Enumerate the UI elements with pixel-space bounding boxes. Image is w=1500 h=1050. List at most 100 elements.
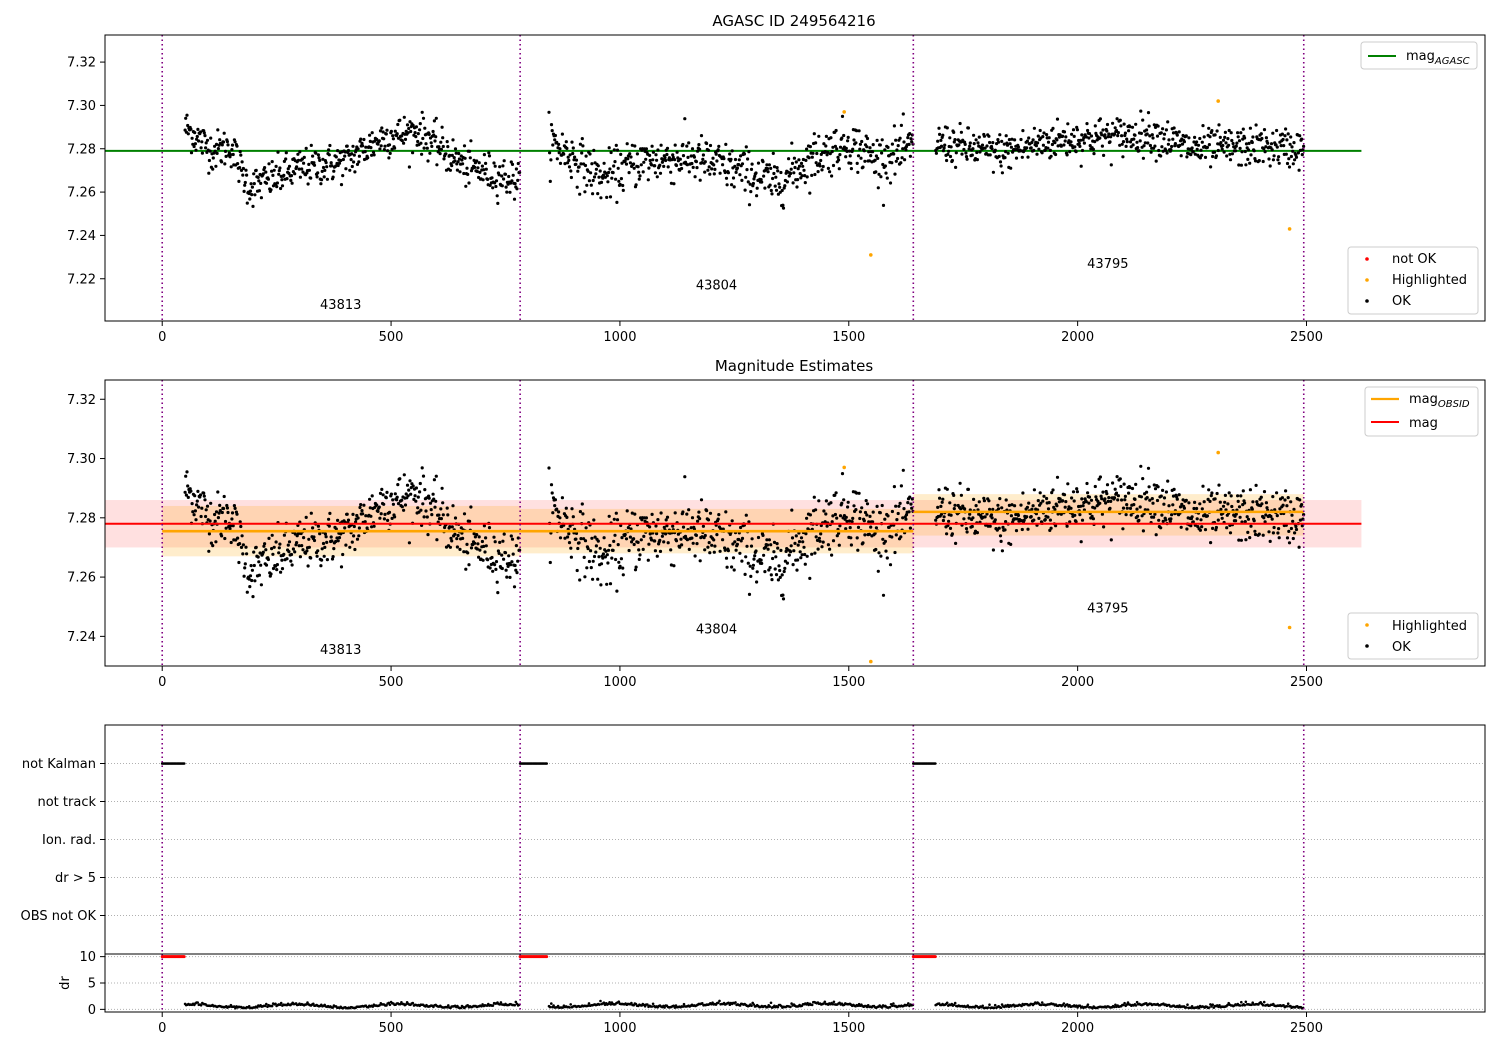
ok-point <box>416 132 420 136</box>
ok-point <box>458 547 462 552</box>
ok-point <box>658 171 663 175</box>
ok-point <box>1229 494 1233 498</box>
ok-point <box>793 165 797 170</box>
ok-point <box>765 163 769 167</box>
ok-point <box>904 148 908 152</box>
ok-point <box>209 136 213 140</box>
ok-point <box>1157 518 1161 522</box>
ok-point <box>493 164 497 168</box>
ok-point <box>419 141 423 145</box>
flag-row-label: not track <box>37 795 96 810</box>
ok-point <box>1063 505 1067 509</box>
ok-point <box>242 574 246 578</box>
ok-point <box>978 150 982 154</box>
ok-point <box>795 568 799 572</box>
ok-point <box>599 583 603 587</box>
ok-point <box>1021 491 1025 495</box>
ok-point <box>686 155 690 159</box>
ok-point <box>971 147 975 151</box>
ok-point <box>1185 527 1189 531</box>
ok-point <box>205 504 210 508</box>
ok-point <box>819 532 823 536</box>
ok-point <box>375 137 379 141</box>
ok-point <box>874 154 879 158</box>
ok-point <box>497 173 501 177</box>
ok-point <box>380 487 384 491</box>
ok-point <box>440 125 444 129</box>
ok-point <box>765 167 770 171</box>
ok-point <box>1162 496 1167 500</box>
ok-point <box>270 533 274 537</box>
ok-point <box>1248 126 1252 130</box>
ok-point <box>628 535 633 539</box>
ok-point <box>320 558 324 562</box>
ok-point <box>558 147 562 151</box>
ok-point <box>1251 500 1255 504</box>
ok-point <box>580 137 584 141</box>
ok-point <box>1062 130 1067 134</box>
ok-point <box>250 578 254 583</box>
ok-point <box>284 151 288 155</box>
ok-point <box>496 591 500 595</box>
ok-point <box>744 145 748 149</box>
ok-point <box>1092 152 1096 156</box>
ok-point <box>448 545 452 549</box>
ok-point <box>398 118 402 122</box>
ok-point <box>1123 498 1127 502</box>
ok-point <box>694 160 699 164</box>
ok-point <box>789 544 793 548</box>
ok-point <box>1085 122 1089 126</box>
ok-point <box>892 152 896 156</box>
ok-point <box>697 143 701 147</box>
ok-point <box>1022 518 1026 522</box>
dr-point <box>1123 1001 1126 1005</box>
ok-point <box>453 516 458 520</box>
ok-point <box>406 131 410 135</box>
ok-point <box>735 542 740 546</box>
ok-point <box>835 516 839 520</box>
ok-point <box>375 503 379 507</box>
dr-point <box>617 1000 621 1003</box>
ok-point <box>229 524 233 528</box>
ok-point <box>1184 134 1188 138</box>
ok-point <box>614 143 618 147</box>
ok-point <box>391 137 395 141</box>
ok-point <box>681 154 686 158</box>
ok-point <box>583 575 587 579</box>
ok-point <box>316 153 320 157</box>
ok-point <box>351 512 355 517</box>
ok-point <box>690 147 695 151</box>
ok-point <box>514 167 519 171</box>
dr-point <box>459 1006 463 1010</box>
ok-point <box>475 159 479 163</box>
ok-point <box>323 545 327 550</box>
ok-point <box>211 167 215 171</box>
ok-point <box>216 516 220 520</box>
ok-point <box>1224 141 1228 145</box>
ok-point <box>653 539 657 543</box>
ok-point <box>751 181 756 186</box>
ok-point <box>755 186 759 190</box>
ok-point <box>1073 145 1077 149</box>
ok-point <box>660 534 665 538</box>
ok-point <box>801 540 805 544</box>
ok-point <box>1016 145 1021 149</box>
ok-point <box>599 562 604 566</box>
ok-point <box>490 555 494 560</box>
ok-point <box>660 160 665 164</box>
ok-point <box>773 567 777 571</box>
ok-point <box>1043 518 1047 522</box>
ok-point <box>1264 136 1268 140</box>
ok-point <box>1227 491 1231 495</box>
ok-point <box>820 168 824 172</box>
ok-point <box>947 519 951 523</box>
ok-point <box>634 183 638 187</box>
ok-point <box>1231 141 1235 146</box>
ok-point <box>828 170 832 174</box>
ok-point <box>195 134 199 139</box>
ok-point <box>350 540 354 544</box>
y-tick-label: 7.32 <box>67 393 96 408</box>
ok-point <box>1209 541 1213 545</box>
ok-point <box>297 167 301 171</box>
ok-point <box>551 143 555 147</box>
